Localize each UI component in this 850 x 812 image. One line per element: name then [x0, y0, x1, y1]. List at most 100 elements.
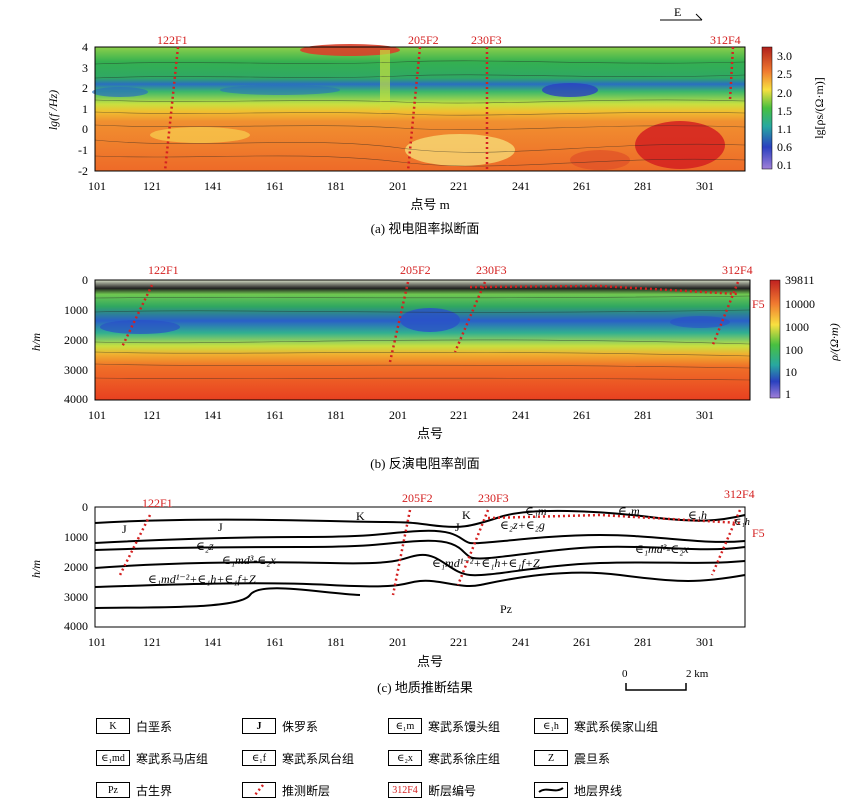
svg-text:221: 221	[450, 408, 468, 422]
svg-text:122F1: 122F1	[142, 496, 173, 510]
svg-text:∈₂z: ∈₂z	[196, 539, 214, 553]
svg-text:301: 301	[696, 179, 714, 193]
svg-text:1000: 1000	[64, 530, 88, 544]
svg-text:4000: 4000	[64, 392, 88, 406]
svg-text:∈₁h: ∈₁h	[734, 517, 750, 528]
panel-c-plot	[94, 506, 746, 628]
svg-text:141: 141	[204, 179, 222, 193]
panel-a-colorbar-label: lg[ρs/(Ω·m)]	[812, 77, 826, 139]
svg-text:205F2: 205F2	[402, 491, 433, 505]
svg-text:3000: 3000	[64, 590, 88, 604]
svg-text:122F1: 122F1	[148, 263, 179, 277]
panel-b-colorbar	[769, 279, 781, 399]
panel-a-colorbar-ticks: 3.0 2.5 2.0 1.5 1.1 0.6 0.1	[777, 49, 792, 172]
svg-text:281: 281	[634, 179, 652, 193]
scale-bar: 0 2 km	[622, 668, 709, 691]
svg-text:0: 0	[82, 500, 88, 514]
panel-c-y-label: h/m	[29, 560, 43, 578]
svg-text:0.6: 0.6	[777, 140, 792, 154]
svg-text:-2: -2	[78, 164, 88, 178]
svg-text:2000: 2000	[64, 333, 88, 347]
fault-symbol-icon	[242, 782, 276, 798]
panel-a-y-ticks: 4 3 2 1 0 -1 -2	[78, 40, 88, 178]
panel-a-caption: (a) 视电阻率拟断面	[371, 221, 480, 236]
svg-text:F5: F5	[752, 526, 765, 540]
fault-label-312F4: 312F4	[710, 33, 741, 47]
svg-text:121: 121	[143, 179, 161, 193]
svg-text:181: 181	[327, 408, 345, 422]
panel-b-x-ticks: 101 121 141 161 181 201 221 241 261 281 …	[88, 408, 714, 422]
panel-a: E 122F1 205F2 230F3 312F4	[46, 5, 826, 236]
svg-text:261: 261	[573, 408, 591, 422]
svg-text:J: J	[122, 522, 127, 536]
svg-text:Pz: Pz	[500, 602, 512, 616]
svg-text:312F4: 312F4	[724, 487, 755, 501]
svg-text:161: 161	[266, 635, 284, 649]
svg-text:100: 100	[785, 343, 803, 357]
svg-text:281: 281	[634, 408, 652, 422]
panel-b-colorbar-label: ρ/(Ω·m)	[827, 323, 841, 361]
panel-b-faults	[120, 281, 740, 363]
svg-text:1.5: 1.5	[777, 104, 792, 118]
svg-text:2.5: 2.5	[777, 67, 792, 81]
panel-c-y-ticks: 0 1000 2000 3000 4000	[64, 500, 88, 633]
compass-arrow-head	[695, 13, 703, 21]
fault-label-122F1: 122F1	[157, 33, 188, 47]
legend-item-fault-number: 312F4 断层编号	[388, 780, 534, 800]
svg-text:230F3: 230F3	[476, 263, 507, 277]
svg-text:∈₁md³-∈₂x: ∈₁md³-∈₂x	[635, 542, 689, 556]
svg-text:1: 1	[82, 102, 88, 116]
svg-text:10000: 10000	[785, 297, 815, 311]
svg-text:3: 3	[82, 61, 88, 75]
legend-item-z: Z 震旦系	[534, 748, 680, 768]
svg-text:201: 201	[389, 635, 407, 649]
svg-text:J: J	[218, 520, 223, 534]
svg-text:∈₁md³-∈₂x: ∈₁md³-∈₂x	[222, 553, 276, 567]
svg-text:∈₁h: ∈₁h	[688, 508, 707, 522]
svg-text:F5: F5	[752, 297, 765, 311]
legend-row-2: ∈₁md 寒武系马店组 ∈₁f 寒武系凤台组 ∈₂x 寒武系徐庄组 Z 震旦系	[96, 748, 716, 768]
legend-item-e1md: ∈₁md 寒武系马店组	[96, 748, 242, 768]
svg-text:∈₂z+∈₂g: ∈₂z+∈₂g	[500, 518, 545, 532]
panel-c-unit-labels: J J K K J ∈₂z ∈₁md³-∈₂x ∈₁md³-∈₂x ∈₁md¹⁻…	[122, 504, 750, 616]
svg-text:161: 161	[266, 179, 284, 193]
svg-text:0: 0	[82, 122, 88, 136]
panel-b-colorbar-ticks: 39811 10000 1000 100 10 1	[785, 273, 815, 401]
svg-text:230F3: 230F3	[478, 491, 509, 505]
svg-text:2: 2	[82, 81, 88, 95]
svg-text:161: 161	[266, 408, 284, 422]
svg-text:201: 201	[389, 408, 407, 422]
svg-text:121: 121	[143, 635, 161, 649]
panel-b-x-label: 点号	[417, 426, 443, 441]
legend-item-pz: Pz 古生界	[96, 780, 242, 800]
svg-text:1000: 1000	[785, 320, 809, 334]
fault-label-230F3: 230F3	[471, 33, 502, 47]
svg-text:4: 4	[82, 40, 88, 54]
fault-label-205F2: 205F2	[408, 33, 439, 47]
svg-text:261: 261	[573, 179, 591, 193]
svg-text:101: 101	[88, 635, 106, 649]
panel-b-caption: (b) 反演电阻率剖面	[370, 456, 479, 471]
svg-text:181: 181	[327, 635, 345, 649]
panel-a-colorbar	[761, 46, 773, 170]
svg-text:K: K	[462, 508, 471, 522]
svg-text:39811: 39811	[785, 273, 815, 287]
panel-c-x-label: 点号	[417, 654, 443, 669]
svg-text:K: K	[356, 509, 365, 523]
boundary-line-icon	[534, 782, 568, 798]
panel-c: J J K K J ∈₂z ∈₁md³-∈₂x ∈₁md³-∈₂x ∈₁md¹⁻…	[29, 487, 765, 695]
legend-row-1: K 白垩系 J 侏罗系 ∈₁m 寒武系馒头组 ∈₁h 寒武系侯家山组	[96, 716, 716, 736]
svg-text:∈₁md¹⁻²+∈₁h+∈₁f+Z: ∈₁md¹⁻²+∈₁h+∈₁f+Z	[432, 556, 540, 570]
legend-item-e1h: ∈₁h 寒武系侯家山组	[534, 716, 680, 736]
legend-item-j: J 侏罗系	[242, 716, 388, 736]
panel-b-plot	[94, 279, 751, 401]
svg-text:241: 241	[512, 408, 530, 422]
svg-text:0: 0	[82, 273, 88, 287]
svg-text:1000: 1000	[64, 303, 88, 317]
panel-c-caption: (c) 地质推断结果	[377, 680, 473, 695]
svg-text:241: 241	[512, 635, 530, 649]
svg-text:221: 221	[450, 179, 468, 193]
svg-text:241: 241	[512, 179, 530, 193]
legend-item-e1f: ∈₁f 寒武系凤台组	[242, 748, 388, 768]
legend-item-e2x: ∈₂x 寒武系徐庄组	[388, 748, 534, 768]
